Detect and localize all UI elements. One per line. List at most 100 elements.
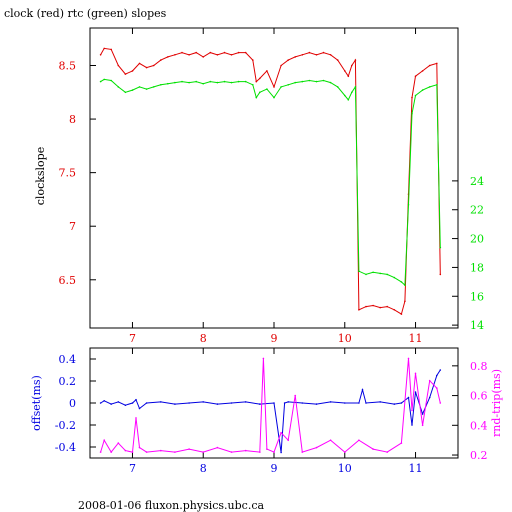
top-series-0-point (209, 51, 212, 54)
top-series-1-point (124, 91, 127, 94)
top-series-0-point (138, 62, 141, 65)
bottom-series-0-point (315, 403, 318, 405)
bottom-series-0-point (124, 404, 127, 407)
bottom-series-0-point (379, 401, 382, 403)
top-series-1-point (160, 84, 162, 86)
bottom-x-tick-label: 9 (271, 462, 278, 475)
bottom-right-axis-label: rnd-trip(ms) (490, 369, 503, 437)
top-series-0-point (255, 80, 258, 83)
top-series-1-point (138, 86, 141, 88)
top-series-0-point (287, 59, 290, 61)
top-series-0-point (421, 70, 424, 72)
top-series-1-point (103, 78, 105, 81)
top-series-1-point (386, 273, 389, 276)
bottom-series-0-point (428, 396, 431, 399)
bottom-series-0-point (329, 401, 332, 403)
top-series-1-point (152, 86, 155, 88)
bottom-y-left-tick-label: 0.2 (59, 375, 77, 388)
bottom-series-0-point (407, 396, 410, 399)
bottom-series-1-point (174, 451, 176, 453)
bottom-series-0-point (411, 424, 413, 426)
bottom-y-left-tick-label: -0.4 (55, 441, 76, 454)
bottom-series-1-point (259, 451, 261, 453)
bottom-series-1-point (244, 449, 247, 452)
top-series-0-point (301, 54, 304, 56)
top-series-0-point (393, 309, 396, 311)
top-series-0-point (414, 75, 417, 77)
bottom-series-1-point (230, 451, 233, 453)
top-series-0-point (160, 59, 162, 61)
bottom-series-0-point (393, 403, 396, 405)
top-series-0-point (308, 51, 311, 54)
top-series-1-point (365, 273, 367, 276)
top-series-1-point (252, 84, 254, 86)
top-series-1-point (188, 81, 190, 84)
bottom-series-1-point (315, 446, 318, 449)
bottom-series-1-point (110, 451, 112, 453)
top-series-0-point (439, 273, 442, 276)
bottom-series-1-point (439, 402, 442, 404)
bottom-series-1-point (135, 417, 137, 419)
top-series-0-point (110, 48, 112, 51)
bottom-series-1-point (386, 451, 389, 453)
bottom-series-0-point (230, 402, 233, 404)
bottom-series-1-point (428, 379, 431, 382)
top-series-0-point (195, 51, 197, 54)
top-series-1-point (315, 80, 318, 83)
top-series-0-point (404, 300, 406, 303)
top-series-0-point (223, 51, 226, 54)
bottom-series-0-point (216, 403, 219, 405)
top-series-line-0 (100, 47, 441, 315)
top-series-1-point (354, 86, 357, 88)
bottom-series-0-point (439, 369, 442, 371)
bottom-series-1-point (421, 424, 424, 427)
top-y-left-tick-label: 8 (69, 113, 76, 126)
bottom-series-0-point (358, 402, 360, 404)
top-series-1-point (411, 112, 413, 115)
bottom-y-left-tick-label: -0.2 (55, 419, 76, 432)
bottom-y-left-tick-label: 0.4 (59, 353, 77, 366)
top-series-1-point (237, 80, 240, 83)
bottom-series-1-point (160, 449, 162, 452)
top-series-0-point (436, 62, 438, 65)
top-series-0-point (259, 77, 261, 80)
bottom-series-0-point (99, 402, 102, 404)
bottom-series-1-point (99, 451, 102, 453)
top-series-0-point (117, 64, 120, 67)
top-series-1-point (393, 276, 396, 279)
top-series-1-point (244, 80, 247, 83)
top-series-0-point (372, 304, 374, 307)
top-y-right-tick-label: 18 (470, 261, 484, 274)
top-x-tick-label: 10 (338, 332, 352, 345)
bottom-series-1-point (188, 448, 190, 450)
bottom-series-1-point (358, 439, 360, 442)
top-series-0-point (124, 73, 127, 75)
top-series-1-point (287, 84, 290, 86)
top-series-1-point (336, 86, 339, 88)
top-series-1-point (167, 82, 169, 85)
top-series-1-point (439, 246, 442, 249)
top-y-left-tick-label: 8.5 (59, 60, 77, 73)
bottom-series-0-point (400, 402, 403, 404)
top-series-1-point (195, 80, 197, 83)
bottom-series-1-point (266, 448, 268, 450)
bottom-series-1-point (372, 448, 374, 450)
top-series-1-point (266, 88, 268, 90)
top-series-0-point (365, 305, 367, 308)
bottom-series-0-point (174, 403, 176, 405)
top-series-0-point (379, 306, 382, 309)
bottom-x-tick-label: 11 (409, 462, 423, 475)
top-series-0-point (167, 56, 169, 58)
top-y-right-tick-label: 22 (470, 204, 484, 217)
bottom-series-0-point (131, 402, 134, 404)
top-series-0-point (174, 54, 176, 56)
bottom-series-0-point (103, 400, 105, 402)
top-series-1-point (404, 284, 406, 286)
top-series-1-point (280, 86, 282, 88)
top-series-0-point (280, 64, 282, 67)
top-y-left-tick-label: 6.5 (59, 274, 77, 287)
bottom-series-0-point (344, 402, 346, 404)
top-series-1-point (407, 204, 410, 206)
top-series-1-point (216, 81, 219, 84)
